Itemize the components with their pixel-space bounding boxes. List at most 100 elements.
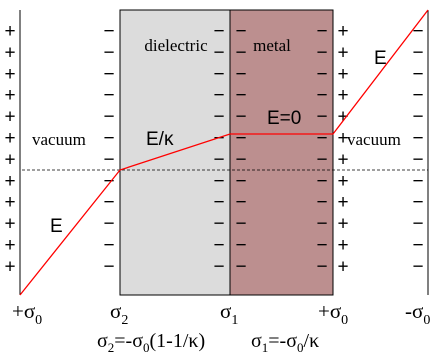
- minus-charge: −: [412, 214, 423, 235]
- minus-charge: −: [213, 85, 224, 106]
- plus-charge: +: [4, 107, 15, 128]
- minus-charge: −: [103, 85, 114, 106]
- minus-charge: −: [213, 192, 224, 213]
- minus-charge: −: [235, 214, 246, 235]
- plus-charge: +: [4, 85, 15, 106]
- plus-charge: +: [4, 256, 15, 277]
- plate-3-left-charges: −−−−−−−−−−−−: [213, 21, 224, 277]
- formula-sigma1: σ1=-σ0/κ: [251, 330, 319, 355]
- minus-charge: −: [213, 64, 224, 85]
- plus-charge: +: [337, 235, 348, 256]
- minus-charge: −: [316, 256, 327, 277]
- plate-4-right-charges: ++++++++++++: [337, 21, 348, 277]
- minus-charge: −: [412, 107, 423, 128]
- plus-charge: +: [337, 107, 348, 128]
- plus-charge: +: [337, 214, 348, 235]
- region-label-vacuum-left: vacuum: [32, 130, 86, 149]
- region-label-metal: metal: [253, 36, 291, 55]
- minus-charge: −: [235, 256, 246, 277]
- plus-charge: +: [4, 64, 15, 85]
- plus-charge: +: [337, 149, 348, 170]
- minus-charge: −: [103, 21, 114, 42]
- plate-4-left-charges: −−−−−−−−−−−−: [316, 21, 327, 277]
- minus-charge: −: [412, 21, 423, 42]
- minus-charge: −: [235, 64, 246, 85]
- plate-label-4: +σ0: [318, 299, 348, 328]
- minus-charge: −: [235, 171, 246, 192]
- minus-charge: −: [213, 171, 224, 192]
- plus-charge: +: [4, 171, 15, 192]
- plus-charge: +: [337, 192, 348, 213]
- minus-charge: −: [103, 171, 114, 192]
- minus-charge: −: [235, 21, 246, 42]
- plus-charge: +: [4, 21, 15, 42]
- minus-charge: −: [213, 107, 224, 128]
- region-label-vacuum-right: vacuum: [347, 130, 401, 149]
- plus-charge: +: [4, 149, 15, 170]
- minus-charge: −: [103, 235, 114, 256]
- minus-charge: −: [235, 128, 246, 149]
- minus-charge: −: [235, 42, 246, 63]
- minus-charge: −: [412, 171, 423, 192]
- minus-charge: −: [412, 42, 423, 63]
- minus-charge: −: [103, 192, 114, 213]
- minus-charge: −: [412, 85, 423, 106]
- minus-charge: −: [103, 107, 114, 128]
- plus-charge: +: [337, 128, 348, 149]
- plus-charge: +: [337, 64, 348, 85]
- minus-charge: −: [412, 128, 423, 149]
- minus-charge: −: [316, 192, 327, 213]
- minus-charge: −: [103, 42, 114, 63]
- region-label-dielectric: dielectric: [144, 36, 208, 55]
- plate-label-3: σ1: [220, 299, 238, 328]
- plus-charge: +: [337, 171, 348, 192]
- minus-charge: −: [412, 149, 423, 170]
- minus-charge: −: [316, 149, 327, 170]
- minus-charge: −: [235, 192, 246, 213]
- minus-charge: −: [235, 85, 246, 106]
- minus-charge: −: [103, 128, 114, 149]
- minus-charge: −: [412, 192, 423, 213]
- field-label-dielectric: E/κ: [146, 129, 174, 150]
- potential-curve: [19, 9, 429, 296]
- plate-3-right-charges: −−−−−−−−−−−−: [235, 21, 246, 277]
- plus-charge: +: [337, 256, 348, 277]
- plate-5-charges: −−−−−−−−−−−−: [412, 21, 423, 277]
- plus-charge: +: [4, 128, 15, 149]
- minus-charge: −: [316, 42, 327, 63]
- minus-charge: −: [103, 256, 114, 277]
- minus-charge: −: [316, 21, 327, 42]
- plus-charge: +: [4, 235, 15, 256]
- plate-2-charges: −−−−−−−−−−−−: [103, 21, 114, 277]
- minus-charge: −: [316, 85, 327, 106]
- minus-charge: −: [213, 149, 224, 170]
- plus-charge: +: [337, 21, 348, 42]
- minus-charge: −: [412, 235, 423, 256]
- minus-charge: −: [213, 128, 224, 149]
- minus-charge: −: [213, 256, 224, 277]
- plate-label-1: +σ0: [12, 299, 42, 328]
- minus-charge: −: [316, 128, 327, 149]
- minus-charge: −: [235, 235, 246, 256]
- minus-charge: −: [213, 21, 224, 42]
- plus-charge: +: [4, 192, 15, 213]
- field-label-metal: E=0: [267, 108, 301, 129]
- field-label-right: E: [374, 48, 387, 69]
- plus-charge: +: [4, 214, 15, 235]
- minus-charge: −: [412, 64, 423, 85]
- minus-charge: −: [213, 42, 224, 63]
- plus-charge: +: [337, 85, 348, 106]
- minus-charge: −: [103, 149, 114, 170]
- plate-1-charges: ++++++++++++: [4, 21, 15, 277]
- minus-charge: −: [412, 256, 423, 277]
- plate-label-5: -σ0: [405, 299, 430, 328]
- minus-charge: −: [316, 107, 327, 128]
- minus-charge: −: [316, 171, 327, 192]
- minus-charge: −: [235, 149, 246, 170]
- field-label-left: E: [50, 216, 63, 237]
- formula-sigma2: σ2=-σ0(1-1/κ): [97, 330, 205, 355]
- minus-charge: −: [103, 214, 114, 235]
- minus-charge: −: [213, 214, 224, 235]
- plus-charge: +: [4, 42, 15, 63]
